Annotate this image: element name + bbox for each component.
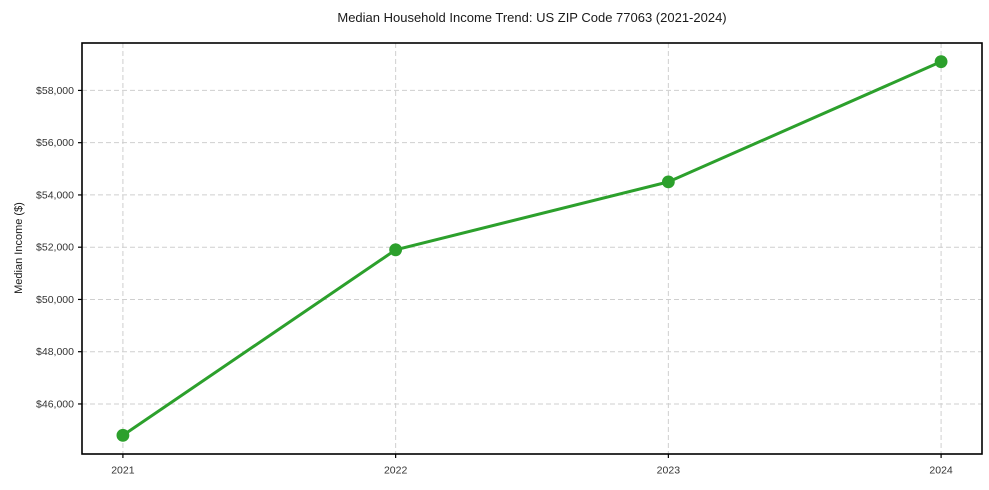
- x-tick-label: 2024: [929, 465, 953, 477]
- x-tick-label: 2023: [657, 465, 681, 477]
- y-tick-label: $48,000: [36, 346, 74, 358]
- data-point-marker: [389, 243, 403, 257]
- data-point-marker: [661, 175, 675, 189]
- y-tick-label: $56,000: [36, 137, 74, 149]
- y-tick-label: $52,000: [36, 242, 74, 254]
- y-tick-label: $50,000: [36, 294, 74, 306]
- data-point-marker: [116, 428, 130, 442]
- y-tick-label: $46,000: [36, 398, 74, 410]
- y-tick-label: $54,000: [36, 189, 74, 201]
- trend-line: [121, 60, 943, 437]
- data-point-marker: [934, 55, 948, 69]
- x-tick-label: 2021: [111, 465, 135, 477]
- chart-title: Median Household Income Trend: US ZIP Co…: [337, 10, 727, 25]
- x-tick-label: 2022: [384, 465, 408, 477]
- plot-border: [81, 42, 983, 455]
- y-tick-label: $58,000: [36, 85, 74, 97]
